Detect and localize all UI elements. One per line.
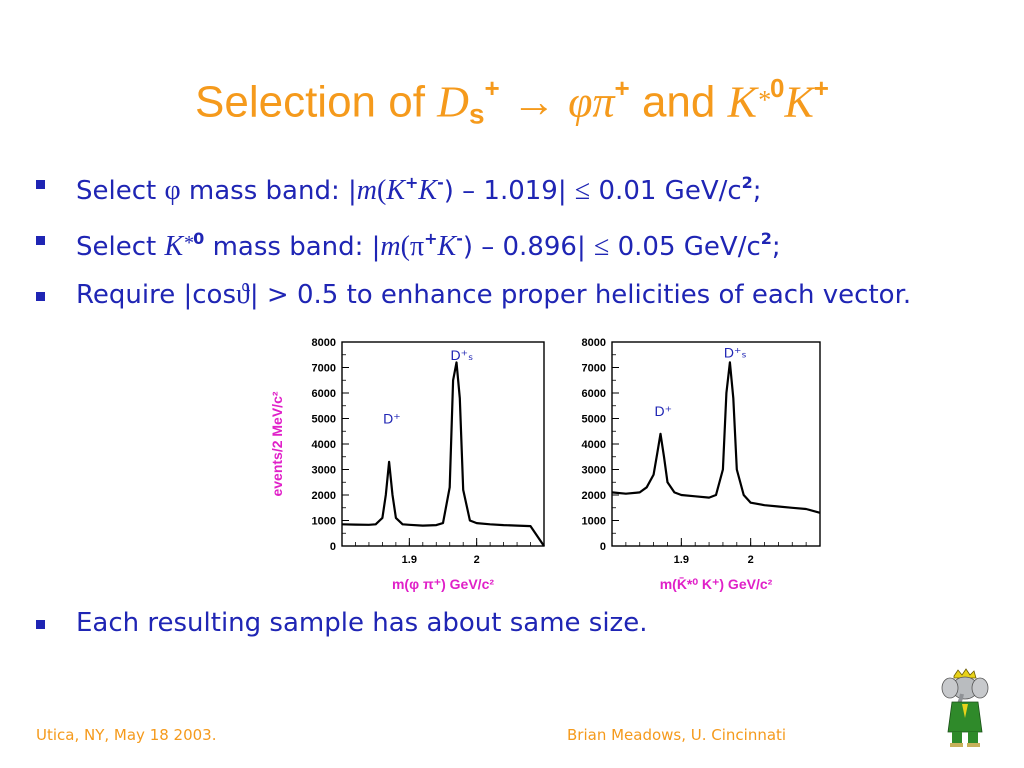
title-k2: K (784, 77, 814, 127)
title-pi: π (592, 77, 615, 127)
y-tick-label: 1000 (582, 516, 606, 528)
y-tick-label: 3000 (582, 465, 606, 477)
y-tick-label: 8000 (582, 337, 606, 349)
y-tick-label: 5000 (582, 414, 606, 426)
y-tick-label: 6000 (312, 388, 336, 400)
title-ds-sup: + (484, 73, 500, 103)
title-prefix: Selection of (195, 77, 438, 127)
bullet-marker (36, 620, 45, 629)
y-tick-label: 0 (330, 541, 336, 553)
babar-elephant-logo (941, 668, 989, 747)
plot-frame (341, 341, 545, 547)
x-tick-label: 2 (474, 554, 480, 566)
mass-spectrum-line (611, 361, 821, 514)
bullet-helicity-cut: Require |cosϑ| > 0.5 to enhance proper h… (36, 278, 996, 312)
x-axis-label: m(K̄*⁰ K⁺) GeV/c² (660, 575, 773, 592)
bullet-kstar-selection: Select K*0 mass band: |m(π+K-) – 0.896| … (36, 222, 996, 264)
slide-title: Selection of Ds+ → φπ+ and K*0K+ (0, 58, 1024, 145)
y-tick-label: 0 (600, 541, 606, 553)
y-tick-label: 4000 (312, 439, 336, 451)
bullet-phi-selection: Select φ mass band: |m(K+K-) – 1.019| ≤ … (36, 166, 996, 208)
footer-author: Brian Meadows, U. Cincinnati (567, 726, 787, 744)
y-tick-label: 7000 (312, 363, 336, 375)
y-tick-label: 3000 (312, 465, 336, 477)
bullet-sample-size: Each resulting sample has about same siz… (36, 606, 647, 640)
y-tick-label: 1000 (312, 516, 336, 528)
peak-label: D⁺ (655, 403, 673, 419)
title-and: and (629, 77, 728, 127)
x-tick-label: 1.9 (402, 554, 417, 566)
bullet-marker (36, 292, 45, 302)
plot-frame (611, 341, 821, 547)
mass-spectrum-line (341, 361, 545, 547)
title-pi-sup: + (614, 73, 630, 103)
x-axis-label: m(φ π⁺) GeV/c² (392, 576, 494, 592)
y-tick-label: 8000 (312, 337, 336, 349)
bullet-marker (36, 236, 45, 246)
title-k1: K (727, 77, 757, 127)
bullet-list: Select φ mass band: |m(K+K-) – 1.019| ≤ … (36, 166, 996, 326)
x-tick-label: 1.9 (674, 554, 689, 566)
peak-label: D⁺ (383, 411, 401, 427)
y-tick-label: 5000 (312, 414, 336, 426)
peak-label: D⁺ₛ (724, 344, 747, 360)
mass-plots: 0 1000 2000 3000 4000 5000 6000 7000 8000 1.9 2 D⁺ D… (269, 337, 821, 592)
y-tick-label: 7000 (582, 363, 606, 375)
title-ds-sub: s (468, 98, 485, 130)
x-tick-label: 2 (748, 554, 754, 566)
y-tick-label: 4000 (582, 439, 606, 451)
peak-label: D⁺ₛ (450, 347, 473, 363)
title-k1-sup: 0 (769, 73, 785, 103)
title-phi: φ (568, 77, 593, 127)
plot-kstar-k: 0 1000 2000 3000 4000 5000 6000 7000 8000 1.9 2 D⁺ D… (582, 337, 821, 592)
y-tick-label: 2000 (312, 490, 336, 502)
footer-venue-date: Utica, NY, May 18 2003. (36, 726, 217, 744)
y-tick-label: 2000 (582, 490, 606, 502)
y-tick-label: 6000 (582, 388, 606, 400)
title-arrow: → (499, 77, 569, 127)
plot-phi-pi: 0 1000 2000 3000 4000 5000 6000 7000 8000 1.9 2 D⁺ D… (269, 337, 545, 592)
title-k2-sup: + (813, 73, 829, 103)
y-axis-label: events/2 MeV/c² (269, 391, 285, 496)
bullet-marker (36, 180, 45, 189)
title-k1-star: * (756, 85, 770, 115)
title-ds: D (437, 77, 469, 127)
